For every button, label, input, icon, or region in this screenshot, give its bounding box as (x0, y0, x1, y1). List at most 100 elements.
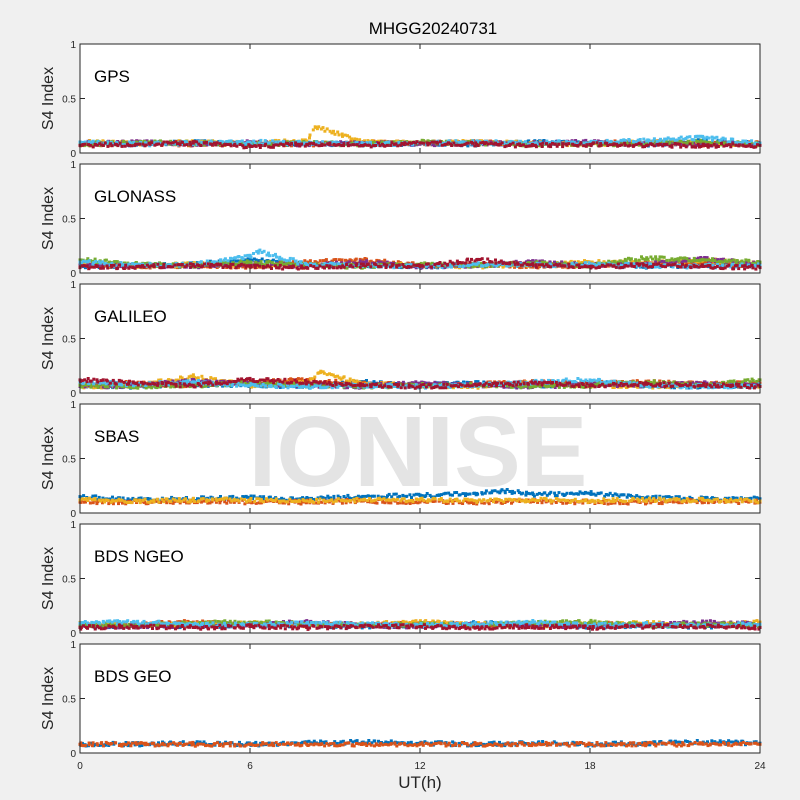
data-marker (494, 141, 498, 145)
data-marker (743, 267, 747, 271)
data-marker (150, 142, 154, 146)
data-marker (735, 263, 739, 267)
data-marker (458, 264, 461, 268)
data-marker (86, 257, 90, 261)
data-marker (428, 262, 432, 266)
data-marker (597, 261, 601, 265)
data-marker (92, 265, 96, 269)
data-marker (684, 263, 688, 267)
data-marker (750, 139, 754, 143)
data-marker (100, 143, 104, 147)
data-marker (616, 262, 620, 266)
data-marker (623, 141, 627, 145)
data-marker (504, 144, 508, 148)
data-marker (711, 138, 714, 142)
data-marker (649, 142, 653, 146)
data-marker (339, 140, 343, 144)
data-marker (391, 262, 395, 266)
data-marker (169, 141, 173, 145)
data-marker (697, 134, 701, 138)
data-marker (249, 142, 253, 146)
data-point (645, 141, 649, 145)
data-marker (85, 264, 89, 268)
data-marker (191, 140, 195, 144)
data-marker (349, 259, 353, 263)
data-marker (447, 139, 451, 143)
data-marker (173, 263, 177, 267)
data-marker (245, 259, 249, 263)
data-marker (314, 140, 318, 144)
data-marker (679, 139, 683, 143)
data-marker (314, 143, 318, 147)
data-marker (302, 143, 306, 147)
data-marker (183, 261, 187, 265)
y-tick-label: 1 (70, 40, 76, 51)
data-marker (375, 258, 379, 262)
data-marker (732, 267, 736, 271)
data-marker (678, 256, 682, 260)
data-marker (372, 144, 376, 148)
data-marker (548, 260, 552, 264)
data-marker (463, 261, 467, 265)
data-marker (505, 262, 509, 266)
data-marker (265, 253, 269, 257)
data-marker (321, 126, 325, 130)
data-marker (93, 143, 97, 147)
data-marker (101, 260, 105, 264)
data-point (191, 141, 195, 145)
data-marker (461, 140, 465, 144)
data-marker (300, 142, 304, 146)
data-marker (729, 265, 733, 269)
data-marker (273, 264, 277, 268)
data-marker (679, 135, 683, 139)
data-marker (616, 140, 620, 144)
data-marker (440, 266, 444, 269)
data-marker (612, 142, 616, 146)
data-marker (302, 141, 306, 145)
data-marker (257, 143, 261, 147)
data-marker (128, 265, 132, 269)
data-marker (513, 145, 517, 149)
data-point (305, 262, 309, 266)
data-marker (501, 261, 505, 265)
data-marker (738, 263, 742, 267)
data-marker (110, 261, 114, 265)
data-marker (171, 262, 175, 266)
data-marker (718, 138, 722, 142)
data-marker (561, 145, 565, 149)
data-marker (274, 138, 278, 142)
data-marker (613, 139, 617, 143)
data-marker (681, 256, 685, 260)
data-marker (116, 263, 119, 266)
data-marker (628, 140, 631, 144)
data-marker (223, 257, 227, 261)
data-marker (192, 261, 196, 265)
data-marker (137, 264, 141, 268)
data-marker (612, 264, 616, 268)
data-marker (499, 142, 502, 146)
data-point (248, 260, 252, 264)
data-marker (468, 140, 472, 144)
data-marker (616, 260, 620, 264)
data-marker (292, 143, 296, 147)
data-marker (754, 264, 758, 268)
data-marker (746, 263, 750, 267)
data-marker (213, 260, 217, 264)
data-marker (153, 139, 157, 143)
data-marker (558, 262, 562, 266)
data-marker (731, 142, 735, 146)
data-marker (733, 264, 737, 268)
data-marker (505, 139, 509, 143)
data-marker (731, 264, 735, 268)
data-marker (494, 139, 498, 143)
data-marker (448, 263, 452, 267)
data-marker (725, 264, 729, 268)
data-marker (719, 267, 723, 270)
data-marker (551, 141, 554, 145)
data-marker (80, 262, 84, 266)
data-marker (648, 265, 652, 269)
data-marker (333, 262, 336, 266)
data-marker (206, 262, 210, 266)
data-marker (318, 259, 322, 263)
data-marker (252, 257, 256, 261)
